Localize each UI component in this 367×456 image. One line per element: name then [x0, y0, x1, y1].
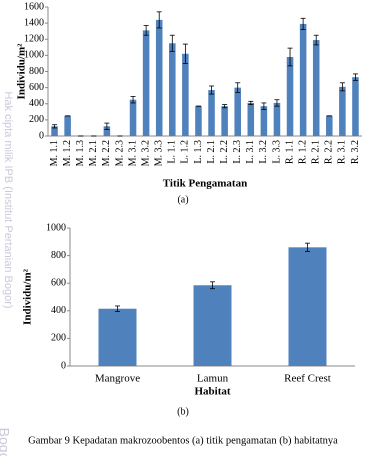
bar	[288, 247, 327, 366]
x-tick-label: R. 1.1	[284, 140, 295, 164]
watermark: Hak cipta milik IPB (Institut Pertanian …	[2, 91, 14, 308]
y-tick-label: 400	[51, 305, 66, 316]
x-tick-label: Lamun	[197, 373, 229, 385]
y-tick-label: 0	[61, 360, 66, 371]
error-bar	[235, 82, 241, 93]
x-axis-label: Habitat	[194, 386, 230, 398]
x-tick-label: L. 2.1	[206, 140, 217, 164]
error-bar	[130, 96, 136, 104]
bar	[182, 53, 189, 137]
y-axis-label: Individu/m²	[22, 268, 34, 325]
x-tick-label: L. 1.3	[193, 140, 204, 164]
y-tick-label: 1600	[24, 1, 44, 12]
bar	[103, 126, 111, 136]
bar	[129, 99, 137, 136]
error-bar	[182, 43, 188, 64]
y-tick-label: 600	[29, 82, 44, 93]
y-tick-label: 800	[29, 66, 44, 77]
bar	[155, 19, 163, 136]
error-bar	[305, 242, 310, 252]
y-tick-label: 200	[29, 114, 44, 125]
figure-caption: Gambar 9 Kepadatan makrozoobentos (a) ti…	[28, 435, 338, 446]
error-bar	[104, 122, 110, 130]
error-bar	[210, 281, 215, 290]
y-tick-label: 1400	[24, 17, 44, 28]
error-bar	[222, 104, 228, 109]
x-tick-label: M. 1.2	[62, 140, 73, 166]
bar	[51, 126, 58, 136]
bar	[260, 106, 268, 136]
x-axis-label: Titik Pengamatan	[163, 178, 247, 190]
x-tick-label: L. 3.1	[245, 140, 256, 164]
bar	[339, 86, 346, 136]
y-tick-label: 0	[39, 130, 44, 141]
x-tick-label: L. 2.2	[219, 140, 230, 164]
bar	[247, 102, 255, 136]
error-bar	[52, 124, 58, 129]
x-tick-label: R. 2.1	[311, 140, 322, 164]
bar	[64, 115, 71, 136]
x-tick-label: R. 3.2	[350, 140, 361, 164]
y-tick-label: 1200	[24, 34, 44, 45]
x-tick-label: M. 2.3	[114, 140, 125, 166]
bar	[208, 90, 215, 136]
y-tick-label: 800	[51, 250, 66, 261]
x-tick-label: R. 2.2	[324, 140, 335, 164]
error-bar	[261, 102, 267, 110]
watermark-corner: Bogo	[0, 428, 12, 456]
x-tick-label: Mangrove	[95, 373, 140, 385]
error-bar	[274, 99, 280, 107]
bar	[352, 77, 359, 136]
error-bar	[339, 82, 345, 92]
error-bar	[248, 100, 254, 105]
error-bar	[300, 17, 306, 30]
bar	[273, 102, 281, 136]
bar	[142, 30, 150, 137]
error-bar	[209, 85, 215, 95]
bar	[98, 308, 137, 366]
error-bar	[287, 47, 293, 67]
error-bar	[169, 34, 175, 52]
error-bar	[352, 73, 358, 81]
y-axis-label: Individu/m²	[16, 43, 28, 100]
y-tick-label: 200	[51, 333, 66, 344]
bar	[193, 285, 232, 366]
x-tick-label: L. 3.3	[271, 140, 282, 164]
x-tick-label: R. 1.2	[297, 140, 308, 164]
chart-caption: (a)	[177, 194, 188, 205]
x-tick-label: Reef Crest	[284, 373, 331, 385]
x-tick-label: L. 3.2	[258, 140, 269, 164]
x-tick-label: M. 3.1	[127, 140, 138, 166]
y-tick-label: 1000	[46, 222, 66, 233]
x-tick-label: M. 3.3	[154, 140, 165, 166]
chart-caption: (b)	[177, 406, 189, 417]
x-tick-label: M. 1.3	[75, 140, 86, 166]
x-tick-label: M. 2.2	[101, 140, 112, 166]
error-bar	[156, 11, 162, 29]
x-tick-label: M. 2.1	[88, 140, 99, 166]
bar	[234, 87, 241, 136]
bar	[286, 56, 294, 136]
y-tick-label: 600	[51, 277, 66, 288]
y-tick-label: 400	[29, 98, 44, 109]
x-tick-label: L. 1.2	[180, 140, 191, 164]
x-tick-label: M. 3.2	[140, 140, 151, 166]
y-tick-label: 1000	[24, 50, 44, 61]
x-tick-label: L. 1.1	[167, 140, 178, 164]
x-tick-label: L. 2.3	[232, 140, 243, 164]
x-tick-label: M. 1.1	[49, 140, 60, 166]
bar	[169, 43, 176, 136]
error-bar	[313, 34, 319, 46]
bar	[326, 115, 333, 136]
bar	[221, 106, 228, 136]
error-bar	[143, 25, 149, 36]
x-tick-label: R. 3.1	[337, 140, 348, 164]
bar	[195, 106, 202, 136]
bar	[312, 40, 320, 136]
bar	[299, 23, 307, 136]
error-bar	[115, 305, 120, 312]
